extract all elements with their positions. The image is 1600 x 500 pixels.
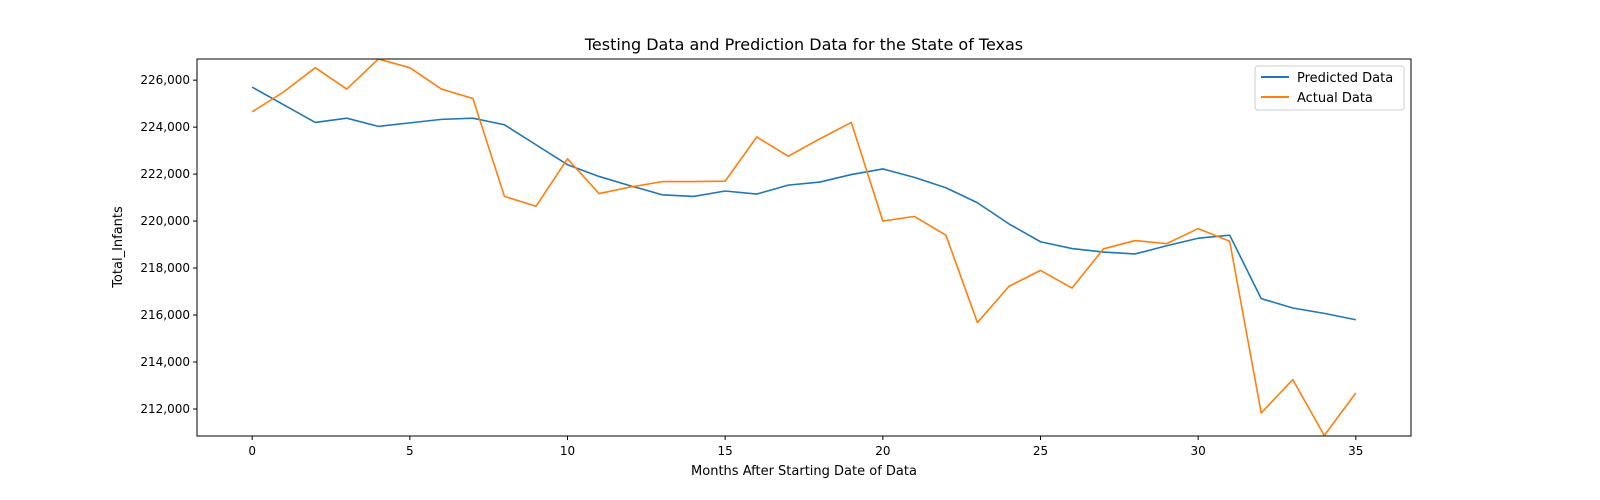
legend-box xyxy=(1254,65,1405,111)
y-tick-label: 222,000 xyxy=(140,167,190,181)
x-tick-label: 20 xyxy=(875,444,890,458)
legend: Predicted Data Actual Data xyxy=(1254,65,1405,111)
x-tick-label: 10 xyxy=(560,444,575,458)
x-tick-label: 35 xyxy=(1348,444,1363,458)
y-tick-label: 220,000 xyxy=(140,214,190,228)
y-axis: 212,000 214,000 216,000 218,000 220,000 222,0… xyxy=(140,73,197,416)
y-tick-label: 218,000 xyxy=(140,261,190,275)
x-tick-label: 5 xyxy=(406,444,414,458)
chart-title: Testing Data and Prediction Data for the… xyxy=(584,35,1023,54)
x-tick-label: 0 xyxy=(248,444,256,458)
x-axis: 0 5 10 15 20 25 30 35 xyxy=(248,436,1363,458)
plot-background xyxy=(197,59,1411,436)
x-axis-label: Months After Starting Date of Data xyxy=(691,464,917,479)
y-axis-label: Total_Infants xyxy=(111,206,126,289)
predicted-data-line xyxy=(251,86,1356,321)
plot-frame xyxy=(196,58,1412,437)
y-tick-label: 226,000 xyxy=(140,73,190,87)
y-tick-label: 214,000 xyxy=(140,355,190,369)
legend-label-actual: Actual Data xyxy=(1297,91,1373,106)
y-tick-label: 212,000 xyxy=(140,402,190,416)
actual-data-line xyxy=(251,59,1357,436)
x-tick-label: 25 xyxy=(1033,444,1048,458)
y-tick-label: 224,000 xyxy=(140,120,190,134)
y-tick-label: 216,000 xyxy=(140,308,190,322)
series-layer xyxy=(251,59,1357,436)
x-tick-label: 15 xyxy=(718,444,733,458)
x-tick-label: 30 xyxy=(1191,444,1206,458)
legend-label-predicted: Predicted Data xyxy=(1297,71,1393,86)
